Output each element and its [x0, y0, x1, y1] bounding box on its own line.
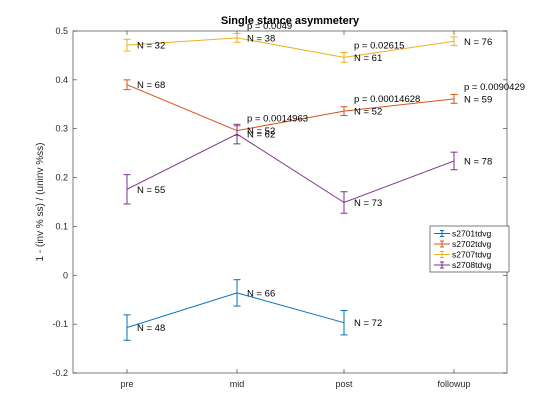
n-label: N = 61 [354, 53, 382, 64]
legend-label: s2708tdvg [452, 260, 491, 270]
y-tick-label: -0.1 [52, 319, 68, 329]
n-label: N = 55 [137, 185, 165, 196]
n-label: N = 62 [247, 130, 275, 141]
p-value-label: p = 0.0049 [247, 21, 292, 32]
legend-entry: s2707tdvg [434, 250, 491, 260]
plot-area [72, 30, 508, 374]
n-label: N = 76 [464, 37, 492, 48]
axes: -0.2 -0.1 0 0.1 0.2 0.3 0.4 0.5 pre mid post follow… [52, 26, 507, 389]
n-label: N = 59 [464, 94, 492, 105]
p-value-label: p = 0.02615 [354, 40, 404, 51]
y-tick-label: 0.3 [55, 124, 68, 134]
y-tick-label: 0.2 [55, 173, 68, 183]
series-line-s2707tdvg [126, 37, 455, 58]
x-tick-label: followup [437, 379, 470, 389]
y-tick-label: 0.4 [55, 75, 68, 85]
x-tick-label: post [335, 379, 353, 389]
n-label: N = 38 [247, 33, 275, 44]
x-tick-label: mid [230, 379, 245, 389]
y-tick-label: 0.1 [55, 221, 68, 231]
p-value-label: p = 0.00014628 [354, 94, 420, 105]
x-tick-label: pre [120, 379, 133, 389]
p-value-label: p = 0.0090429 [464, 82, 525, 93]
annotation-layer: N = 48N = 66N = 72N = 68N = 52p = 0.0014… [137, 21, 525, 334]
legend-entry: s2702tdvg [434, 239, 491, 249]
legend-entry: s2708tdvg [434, 260, 491, 270]
p-value-label: p = 0.0014963 [247, 114, 308, 125]
n-label: N = 73 [354, 198, 382, 209]
y-axis-label: 1 - (inv % ss) / (uninv %ss) [35, 143, 46, 262]
series-line-s2702tdvg [126, 84, 455, 132]
series-layer [123, 32, 458, 341]
legend-label: s2707tdvg [452, 250, 491, 260]
n-label: N = 32 [137, 41, 165, 52]
y-tick-label: 0.5 [55, 26, 68, 36]
chart-title: Single stance asymmetery [221, 15, 360, 27]
n-label: N = 48 [137, 323, 165, 334]
legend-entry: s2701tdvg [434, 229, 491, 239]
y-tick-label: -0.2 [52, 368, 68, 378]
series-line-s2708tdvg [126, 133, 455, 204]
n-label: N = 78 [464, 156, 492, 167]
n-label: N = 72 [354, 318, 382, 329]
y-tick-label: 0 [63, 270, 68, 280]
n-label: N = 52 [354, 107, 382, 118]
legend-label: s2702tdvg [452, 239, 491, 249]
n-label: N = 68 [137, 80, 165, 91]
legend-label: s2701tdvg [452, 229, 491, 239]
n-label: N = 66 [247, 288, 275, 299]
n-label: N = 52 [247, 126, 275, 137]
